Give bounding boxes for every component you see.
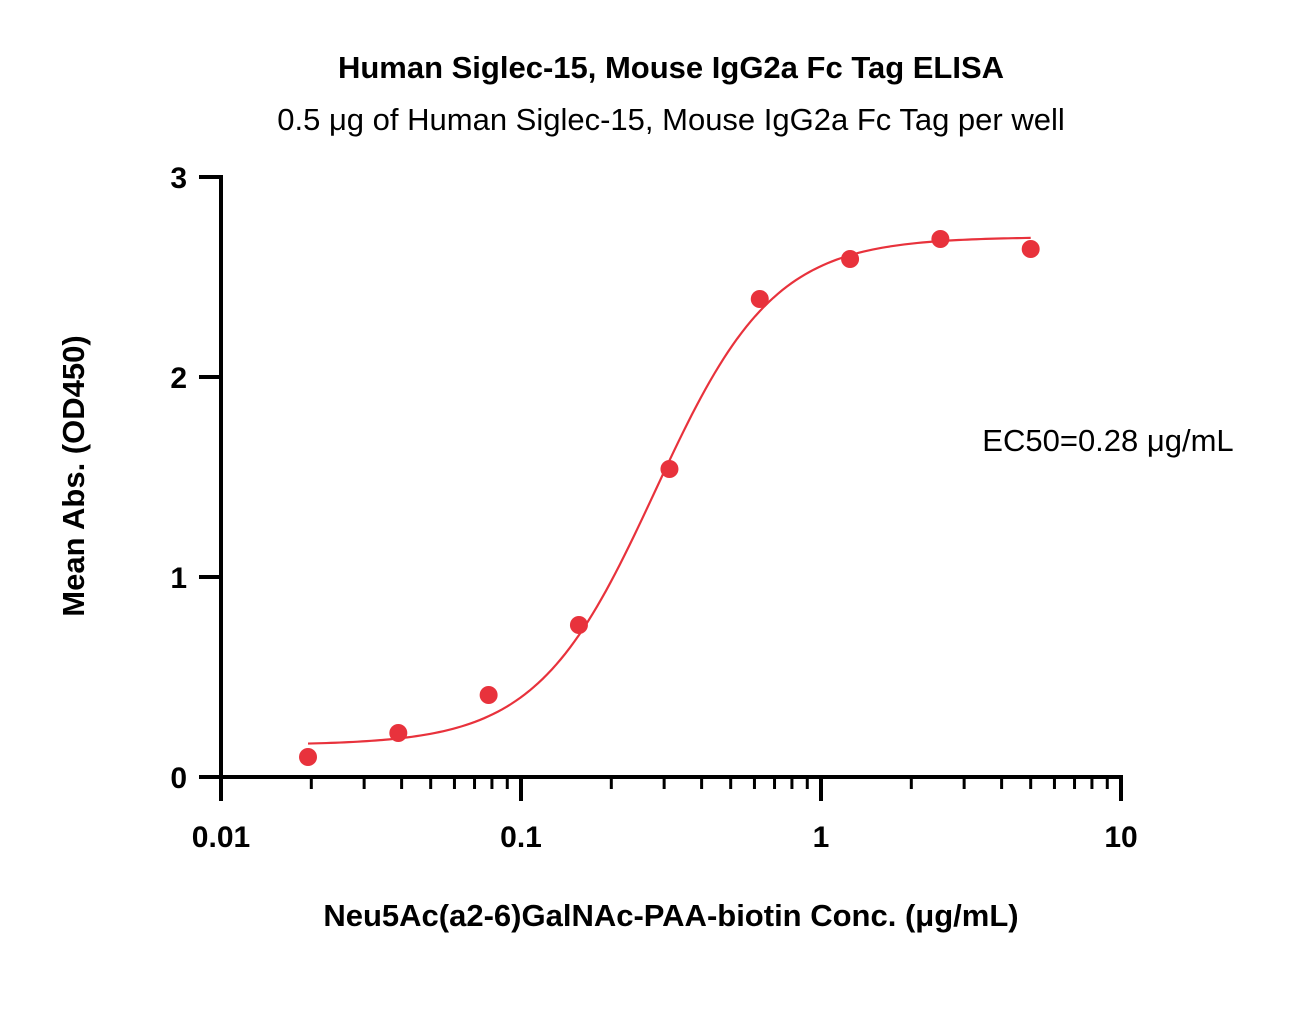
data-point	[479, 686, 498, 704]
x-tick-label: 10	[1104, 821, 1137, 854]
data-point	[841, 250, 860, 268]
data-point	[389, 724, 408, 742]
fit-curve	[307, 236, 1031, 745]
chart-title: Human Siglec-15, Mouse IgG2a Fc Tag ELIS…	[338, 50, 1004, 85]
data-point	[750, 290, 769, 308]
x-tick-label: 0.01	[192, 821, 250, 854]
x-tick-label: 1	[813, 821, 830, 854]
x-tick-label: 0.1	[500, 821, 542, 854]
y-tick-label: 1	[170, 562, 187, 595]
data-point	[660, 460, 679, 478]
data-point	[569, 616, 588, 634]
data-point	[1021, 240, 1040, 258]
x-axis-label: Neu5Ac(a2-6)GalNAc-PAA-biotin Conc. (μg/…	[323, 898, 1018, 933]
y-tick-label: 2	[170, 362, 187, 395]
data-point	[299, 748, 318, 766]
ec50-annotation: EC50=0.28 μg/mL	[982, 423, 1233, 458]
plot-area: 0 1 2 3 0.01 0.1 1 10	[170, 162, 1137, 854]
y-tick-label: 3	[170, 162, 187, 195]
y-axis-label: Mean Abs. (OD450)	[56, 335, 91, 616]
chart-subtitle: 0.5 μg of Human Siglec-15, Mouse IgG2a F…	[277, 102, 1065, 137]
data-point	[931, 230, 950, 248]
y-tick-label: 0	[170, 762, 187, 795]
